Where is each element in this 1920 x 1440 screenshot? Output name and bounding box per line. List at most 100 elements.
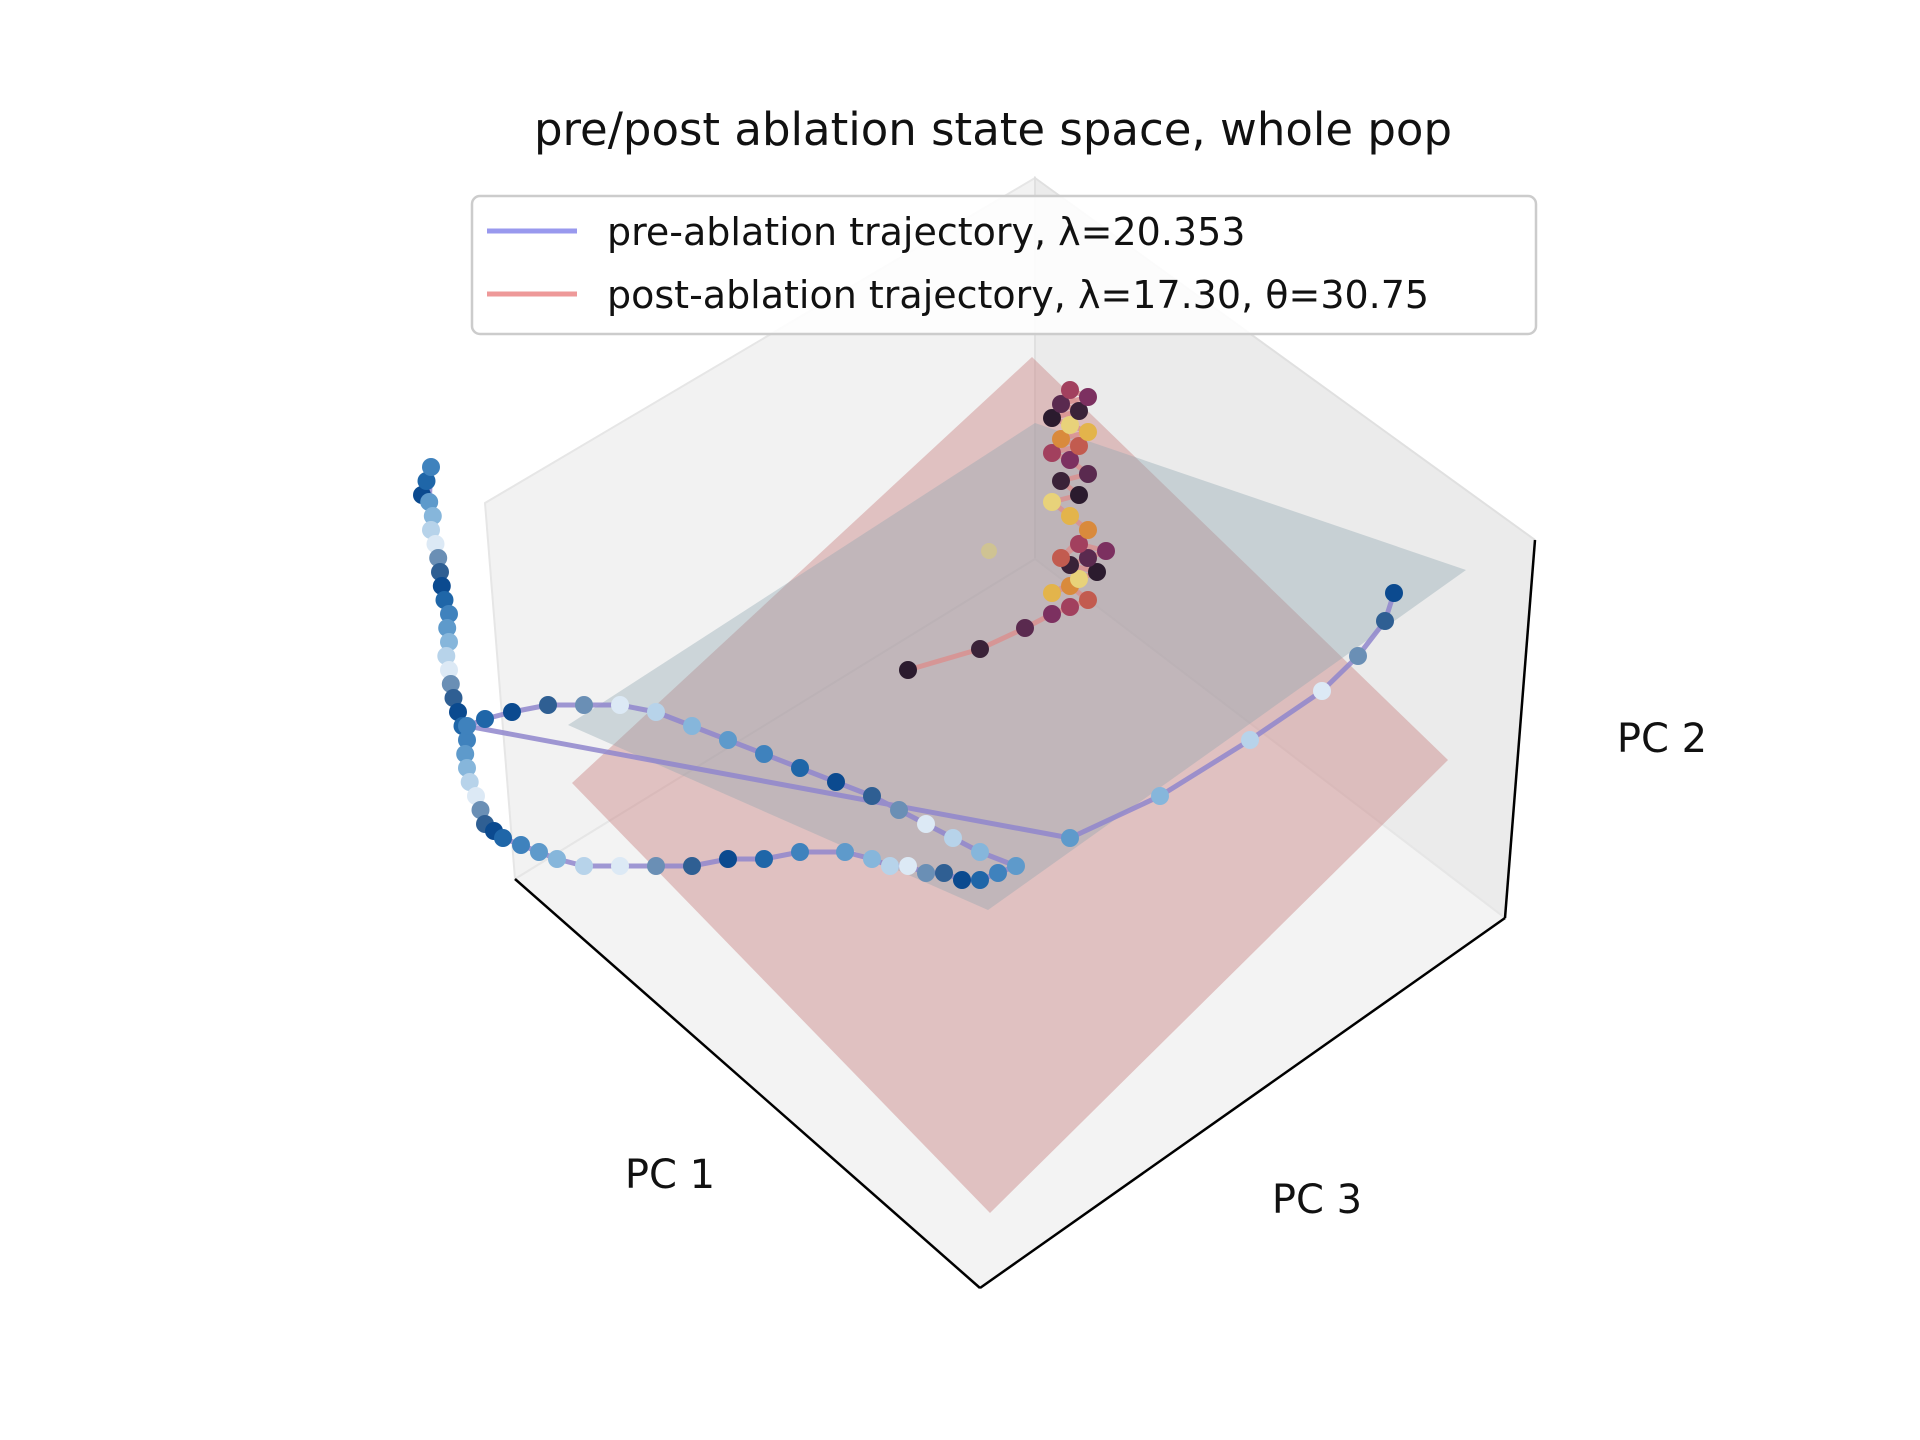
- pre-ablation-trajectory-point: [548, 850, 566, 868]
- pre-ablation-trajectory-point: [1313, 682, 1331, 700]
- pre-ablation-trajectory-point: [899, 857, 917, 875]
- pre-ablation-trajectory-point: [476, 710, 494, 728]
- pre-ablation-trajectory-point: [422, 458, 440, 476]
- post-ablation-trajectory-point: [971, 640, 989, 658]
- pre-ablation-trajectory-point: [1061, 829, 1079, 847]
- pre-ablation-trajectory-point: [881, 857, 899, 875]
- post-ablation-trajectory-point: [1061, 598, 1079, 616]
- post-ablation-trajectory-point: [1061, 416, 1079, 434]
- axis-lines: [514, 539, 1537, 1290]
- pre-ablation-trajectory-point: [719, 850, 737, 868]
- legend-frame: [470, 194, 1538, 336]
- pre-ablation-trajectory-point: [449, 703, 467, 721]
- post-ablation-trajectory-point: [1088, 563, 1106, 581]
- pre-ablation-trajectory-point: [458, 717, 476, 735]
- pc3-axis-line: [979, 916, 1506, 1290]
- post-ablation-trajectory-point: [1070, 486, 1088, 504]
- pc2-axis-label: PC 2: [1617, 716, 1707, 762]
- pre-ablation-trajectory-point: [944, 829, 962, 847]
- pre-ablation-trajectory-point: [1007, 857, 1025, 875]
- post-ablation-trajectory-point: [1052, 472, 1070, 490]
- pre-ablation-trajectory-point: [647, 857, 665, 875]
- pre-ablation-trajectory-point: [539, 696, 557, 714]
- pre-ablation-trajectory-point: [458, 731, 476, 749]
- post-ablation-trajectory-point: [1070, 570, 1088, 588]
- pre-ablation-trajectory-point: [863, 850, 881, 868]
- pre-ablation-trajectory-point: [458, 759, 476, 777]
- pre-ablation-trajectory-point: [444, 689, 463, 707]
- post-ablation-trajectory-point: [1016, 619, 1034, 637]
- pre-ablation-trajectory-point: [971, 871, 989, 889]
- post-ablation-trajectory-point: [1061, 381, 1079, 399]
- pre-ablation-trajectory-point: [917, 815, 935, 833]
- pre-ablation-trajectory-point: [1241, 731, 1259, 749]
- pre-ablation-trajectory-point: [426, 535, 445, 553]
- pre-ablation-trajectory-point: [575, 696, 593, 714]
- pre-ablation-trajectory-point: [863, 787, 881, 805]
- pre-ablation-trajectory-point: [1151, 787, 1169, 805]
- post-ablation-trajectory-point: [1070, 437, 1088, 455]
- post-ablation-trajectory-point: [1043, 444, 1061, 462]
- legend-label-pre: pre-ablation trajectory, λ=20.353: [607, 210, 1245, 254]
- pre-ablation-trajectory-point: [503, 703, 521, 721]
- pre-ablation-trajectory-point: [989, 864, 1007, 882]
- pre-ablation-trajectory-point: [440, 661, 458, 679]
- pre-ablation-trajectory-point: [471, 801, 490, 819]
- post-ablation-trajectory-point: [1079, 549, 1097, 567]
- pre-ablation-trajectory-point: [417, 472, 436, 490]
- pre-ablation-trajectory-point: [440, 633, 458, 651]
- pre-ablation-trajectory-point: [611, 696, 629, 714]
- post-ablation-trajectory-point: [1052, 549, 1070, 567]
- pre-ablation-trajectory-point: [512, 836, 530, 854]
- post-ablation-trajectory-point: [1079, 465, 1097, 483]
- pre-ablation-trajectory-point: [441, 675, 460, 693]
- pre-ablation-trajectory-point: [467, 787, 485, 805]
- post-ablation-trajectory-point: [1079, 388, 1097, 406]
- pre-ablation-trajectory-point: [530, 843, 548, 861]
- post-ablation-trajectory-point: [1079, 423, 1097, 441]
- post-ablation-trajectory-point: [899, 661, 917, 679]
- pre-ablation-trajectory-point: [611, 857, 629, 875]
- pre-ablation-trajectory-point: [1349, 647, 1367, 665]
- pre-ablation-trajectory-point: [1385, 584, 1403, 602]
- pre-ablation-trajectory-point: [1376, 612, 1394, 630]
- post-ablation-plane: [572, 357, 1448, 1213]
- post-ablation-trajectory-point: [1043, 493, 1061, 511]
- pre-ablation-trajectory-point: [429, 549, 448, 567]
- pre-ablation-trajectory-point: [719, 731, 737, 749]
- pc2-axis-line: [1503, 539, 1537, 919]
- pre-ablation-trajectory-point: [683, 717, 701, 735]
- pre-ablation-trajectory-point: [791, 759, 809, 777]
- post-ablation-trajectory-point: [1079, 591, 1097, 609]
- pre-ablation-trajectory-point: [791, 843, 809, 861]
- pre-ablation-trajectory-point: [953, 871, 971, 889]
- pc3-axis-label: PC 3: [1272, 1177, 1362, 1223]
- post-ablation-trajectory-point: [1043, 584, 1061, 602]
- pre-ablation-trajectory-point: [836, 843, 854, 861]
- pre-ablation-trajectory-point: [755, 850, 773, 868]
- post-ablation-trajectory-point: [1052, 430, 1070, 448]
- pre-ablation-trajectory-point: [827, 773, 845, 791]
- legend-label-post: post-ablation trajectory, λ=17.30, θ=30.…: [607, 273, 1429, 317]
- post-ablation-trajectory-point: [1079, 521, 1097, 539]
- isolated-point: [981, 543, 997, 559]
- post-ablation-trajectory-point: [1052, 395, 1070, 413]
- pre-ablation-trajectory-point: [890, 801, 908, 819]
- pc1-axis-label: PC 1: [625, 1152, 715, 1198]
- post-ablation-trajectory-point: [1061, 451, 1079, 469]
- post-ablation-trajectory-point: [1043, 605, 1061, 623]
- pre-ablation-trajectory-point: [683, 857, 701, 875]
- pre-ablation-trajectory-point: [935, 864, 953, 882]
- pre-ablation-trajectory-point: [432, 577, 451, 595]
- pre-ablation-trajectory-point: [456, 745, 475, 763]
- post-ablation-trajectory-point: [1061, 507, 1079, 525]
- pre-ablation-trajectory-point: [494, 829, 512, 847]
- series-layer: [413, 381, 1403, 889]
- post-ablation-trajectory-point: [1043, 409, 1061, 427]
- pre-ablation-trajectory-point: [440, 605, 458, 623]
- pre-ablation-trajectory-point: [423, 507, 442, 525]
- pre-ablation-trajectory-point: [460, 773, 479, 791]
- post-ablation-trajectory-point: [1070, 535, 1088, 553]
- pre-ablation-trajectory-point: [438, 619, 457, 637]
